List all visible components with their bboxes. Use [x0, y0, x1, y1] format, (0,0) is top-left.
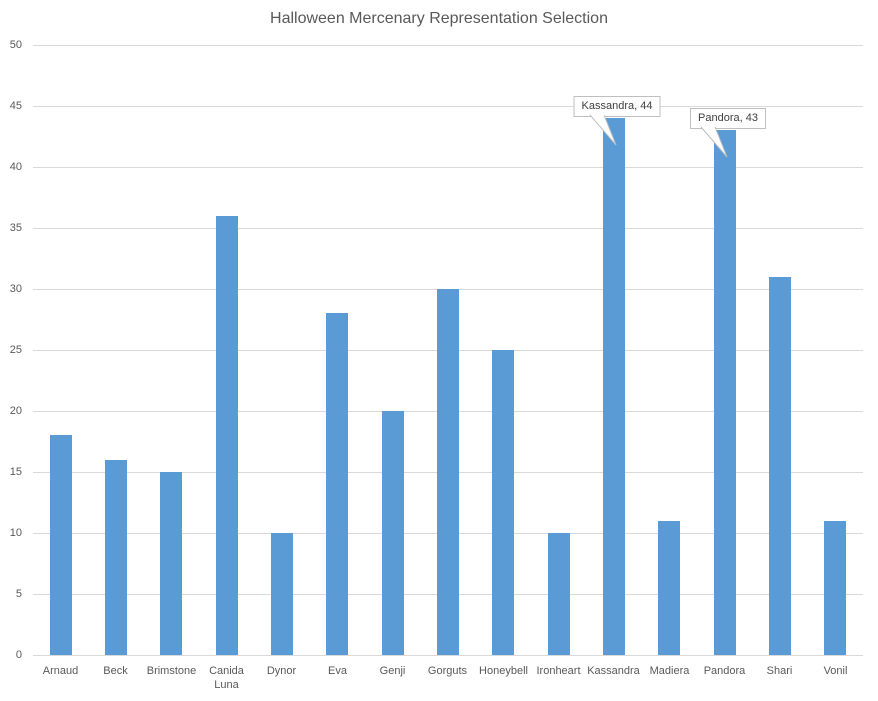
y-tick-label: 20 [9, 405, 22, 417]
bar-madiera [658, 521, 680, 655]
callout-pointer [700, 126, 728, 158]
x-tick-label: Madiera [649, 665, 690, 677]
x-tick-label: Shari [766, 665, 793, 677]
x-tick-label: Vonil [823, 665, 848, 677]
gridline [33, 167, 863, 168]
x-tick-label: Arnaud [42, 665, 79, 677]
bar-honeybell [492, 350, 514, 655]
data-callout: Pandora, 43 [690, 108, 766, 129]
bar-vonil [824, 521, 846, 655]
bar-pandora [714, 130, 736, 655]
y-tick-label: 15 [9, 466, 22, 478]
bar-genji [382, 411, 404, 655]
x-tick-label: Pandora [703, 665, 746, 677]
y-tick-label: 5 [15, 588, 22, 600]
bar-kassandra [603, 118, 625, 655]
gridline [33, 106, 863, 107]
y-tick-label: 50 [9, 39, 22, 51]
bar-ironheart [548, 533, 570, 655]
x-tick-label: Canida Luna [209, 665, 244, 691]
bar-beck [105, 460, 127, 655]
x-tick-label: Ironheart [536, 665, 581, 677]
y-tick-label: 35 [9, 222, 22, 234]
plot-area: Kassandra, 44 Pandora, 43 [33, 45, 863, 656]
y-axis: 0 5 10 15 20 25 30 35 40 45 50 [0, 39, 22, 661]
gridline [33, 228, 863, 229]
callout-pointer [589, 114, 617, 146]
x-axis: Arnaud Beck Brimstone Canida Luna Dynor Eva Ge… [33, 664, 863, 698]
bar-dynor [271, 533, 293, 655]
x-tick-label: Gorguts [427, 665, 468, 677]
x-tick-label: Eva [328, 665, 347, 677]
bar-shari [769, 277, 791, 655]
x-tick-label: Brimstone [146, 665, 197, 677]
y-tick-label: 30 [9, 283, 22, 295]
chart-title: Halloween Mercenary Representation Selec… [270, 10, 608, 27]
x-tick-label: Genji [379, 665, 406, 677]
bar-brimstone [160, 472, 182, 655]
bar-arnaud [50, 435, 72, 655]
y-tick-label: 40 [9, 161, 22, 173]
bar-eva [326, 313, 348, 655]
bar-canida-luna [216, 216, 238, 655]
y-tick-label: 25 [9, 344, 22, 356]
x-tick-label: Beck [103, 665, 128, 677]
gridline [33, 45, 863, 46]
x-tick-label: Honeybell [479, 665, 528, 677]
x-tick-label: Kassandra [587, 665, 640, 677]
x-tick-label: Dynor [266, 665, 297, 677]
y-tick-label: 10 [9, 527, 22, 539]
bar-gorguts [437, 289, 459, 655]
data-callout: Kassandra, 44 [573, 96, 661, 117]
y-tick-label: 0 [15, 649, 22, 661]
y-tick-label: 45 [9, 100, 22, 112]
